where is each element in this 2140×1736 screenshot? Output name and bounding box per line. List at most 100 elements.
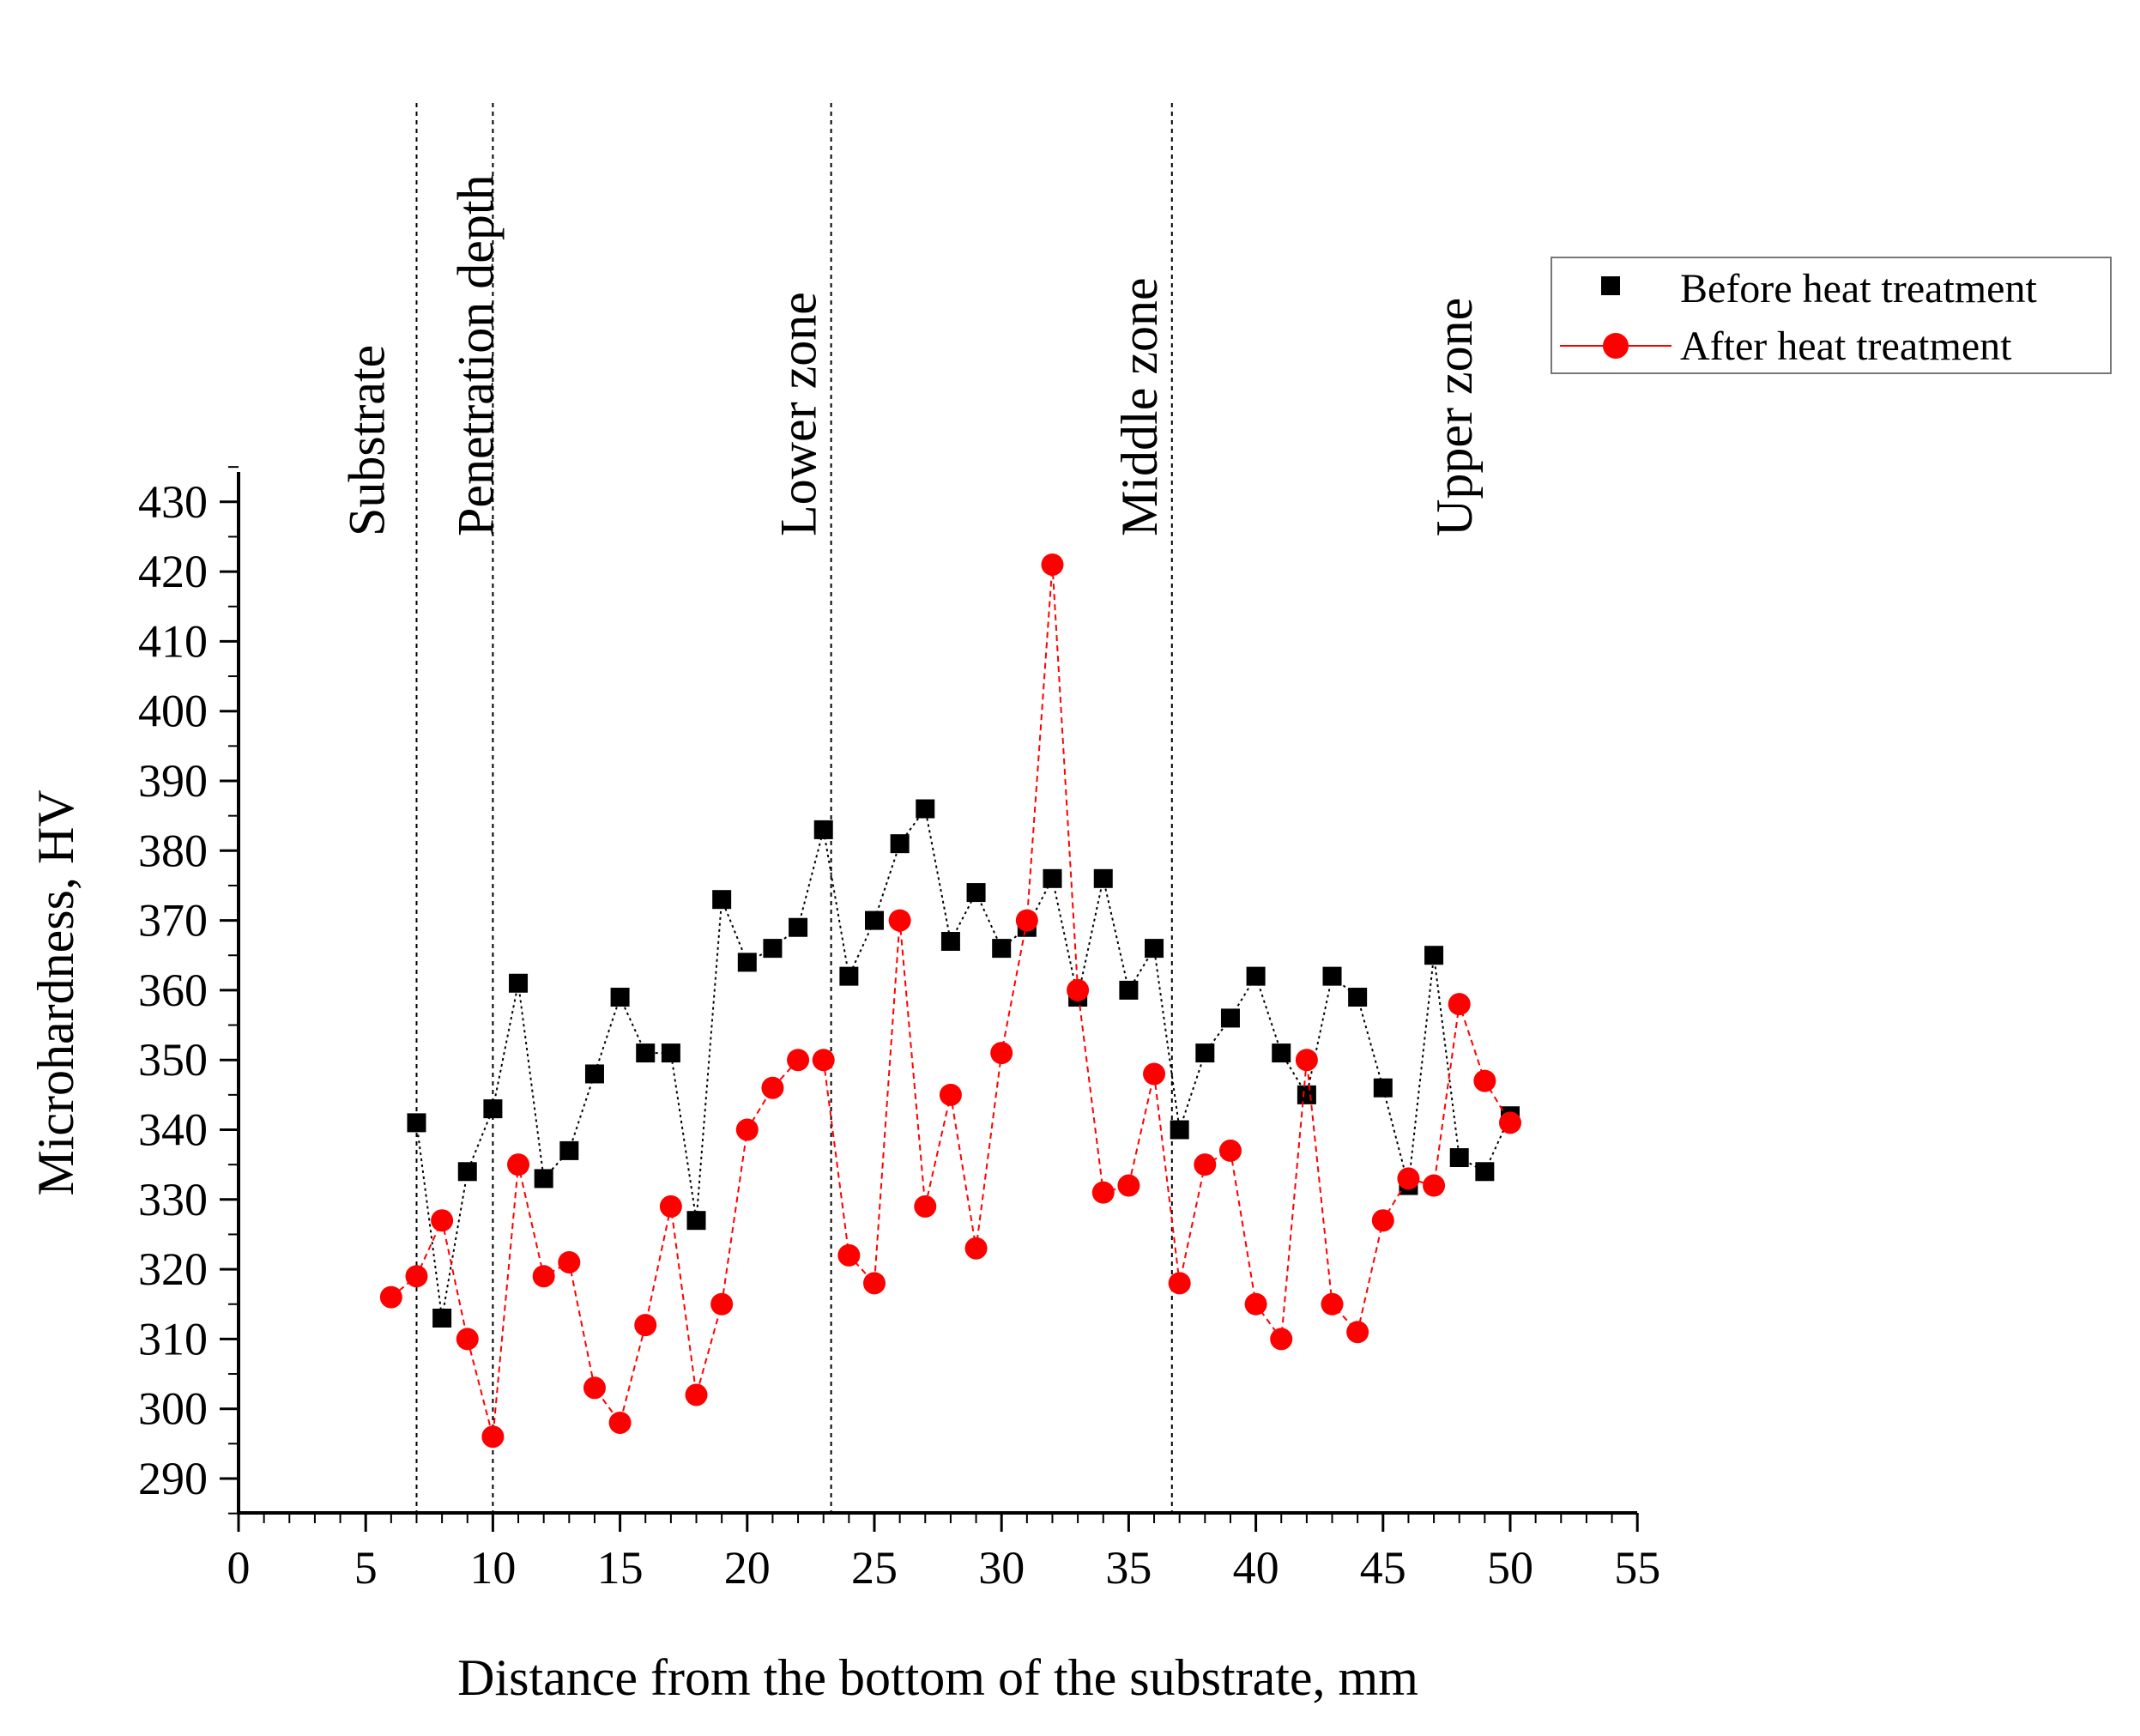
after-data-point <box>1067 978 1090 1001</box>
before-data-point <box>1373 1078 1393 1098</box>
before-data-point <box>1272 1043 1291 1063</box>
before-data-point <box>661 1043 680 1063</box>
zone-label: Middle zone <box>1111 277 1168 536</box>
before-data-point <box>737 953 757 972</box>
before-data-point <box>1093 868 1113 888</box>
after-data-point <box>685 1383 708 1406</box>
x-tick-label: 55 <box>1614 1542 1660 1594</box>
before-data-point <box>966 883 986 903</box>
after-data-point <box>1244 1292 1267 1316</box>
y-tick-label: 320 <box>138 1243 208 1295</box>
before-data-point <box>813 820 833 839</box>
after-data-point <box>1499 1111 1521 1134</box>
before-data-point <box>1424 946 1444 965</box>
y-tick-label: 400 <box>138 686 208 737</box>
before-data-point <box>890 834 910 854</box>
after-data-point <box>1168 1272 1191 1295</box>
before-data-point <box>686 1211 706 1231</box>
legend-label-before: Before heat treatment <box>1680 266 2037 312</box>
before-data-point <box>559 1140 579 1160</box>
before-data-point <box>1449 1148 1469 1168</box>
before-data-point <box>1195 1043 1215 1063</box>
before-series-line <box>415 807 1511 1319</box>
after-data-point <box>1321 1292 1344 1316</box>
after-data-point <box>787 1049 810 1072</box>
y-tick-label: 410 <box>138 615 208 667</box>
after-data-point <box>481 1425 505 1449</box>
after-data-point <box>1295 1049 1318 1072</box>
before-data-point <box>940 931 960 951</box>
after-data-point <box>1218 1139 1242 1162</box>
after-data-point <box>1091 1181 1115 1204</box>
after-data-point <box>507 1153 530 1176</box>
x-tick-label: 0 <box>227 1542 251 1594</box>
after-data-point <box>558 1250 581 1273</box>
before-data-point <box>407 1113 426 1133</box>
before-data-point <box>1475 1162 1495 1182</box>
x-tick-label: 40 <box>1233 1542 1279 1594</box>
y-axis-title: Microhardness, HV <box>27 789 84 1195</box>
zone-label: Upper zone <box>1426 298 1483 536</box>
after-data-point <box>837 1243 861 1267</box>
before-data-point <box>789 917 808 937</box>
before-data-point <box>457 1162 477 1182</box>
before-data-point <box>763 939 783 959</box>
after-data-point <box>863 1272 886 1295</box>
before-data-point <box>584 1064 604 1084</box>
y-tick-label: 430 <box>138 476 208 528</box>
before-data-point <box>1246 966 1266 986</box>
after-data-point <box>761 1076 784 1099</box>
before-data-point <box>636 1043 656 1063</box>
after-data-point <box>608 1411 632 1434</box>
after-data-point <box>431 1209 454 1232</box>
x-tick-label: 50 <box>1487 1542 1533 1594</box>
y-tick-label: 350 <box>138 1034 208 1086</box>
after-data-point <box>735 1118 759 1141</box>
after-data-point <box>634 1314 657 1337</box>
before-data-point <box>1348 988 1368 1007</box>
x-tick-label: 10 <box>469 1542 516 1594</box>
before-data-point <box>992 939 1012 959</box>
after-data-point <box>1423 1174 1446 1197</box>
y-tick-label: 360 <box>138 965 208 1016</box>
after-data-point <box>1448 993 1471 1016</box>
before-data-point <box>1297 1085 1316 1104</box>
before-data-point <box>1220 1008 1240 1028</box>
axes-layer <box>237 472 1637 1515</box>
y-tick-label: 390 <box>138 755 208 807</box>
before-data-point <box>534 1169 553 1189</box>
after-data-point <box>990 1042 1013 1065</box>
before-data-point <box>1119 980 1139 1000</box>
before-data-point <box>1170 1120 1189 1140</box>
after-data-point <box>1270 1328 1293 1351</box>
legend-box <box>1551 257 2112 374</box>
series-layer <box>379 553 1521 1449</box>
after-data-point <box>710 1292 734 1316</box>
x-tick-label: 25 <box>851 1542 898 1594</box>
zone-label: Penetration depth <box>447 174 504 536</box>
y-tick-label: 370 <box>138 895 208 947</box>
legend-marker-before <box>1601 276 1620 295</box>
after-data-point <box>939 1083 962 1106</box>
after-data-point <box>1143 1062 1166 1086</box>
after-data-point <box>1371 1209 1394 1232</box>
before-data-point <box>839 966 859 986</box>
after-data-point <box>1397 1167 1420 1190</box>
x-tick-label: 5 <box>354 1542 378 1594</box>
x-tick-label: 20 <box>724 1542 771 1594</box>
after-data-point <box>1015 909 1038 932</box>
after-data-point <box>456 1328 479 1351</box>
before-data-point <box>1043 868 1062 888</box>
before-data-point <box>712 890 732 910</box>
after-data-point <box>405 1265 428 1288</box>
ticks-layer: 0 5 10 15 20 25 30 35 40 45 50 55 290 300 310 320 330 340… <box>138 466 1660 1594</box>
after-data-point <box>379 1285 402 1309</box>
x-tick-label: 30 <box>978 1542 1025 1594</box>
y-tick-label: 340 <box>138 1104 208 1156</box>
after-data-point <box>1194 1153 1217 1176</box>
legend-label-after: After heat treatment <box>1680 324 2012 369</box>
after-data-point <box>914 1195 937 1218</box>
after-data-point <box>659 1195 682 1218</box>
before-data-point <box>916 799 935 819</box>
